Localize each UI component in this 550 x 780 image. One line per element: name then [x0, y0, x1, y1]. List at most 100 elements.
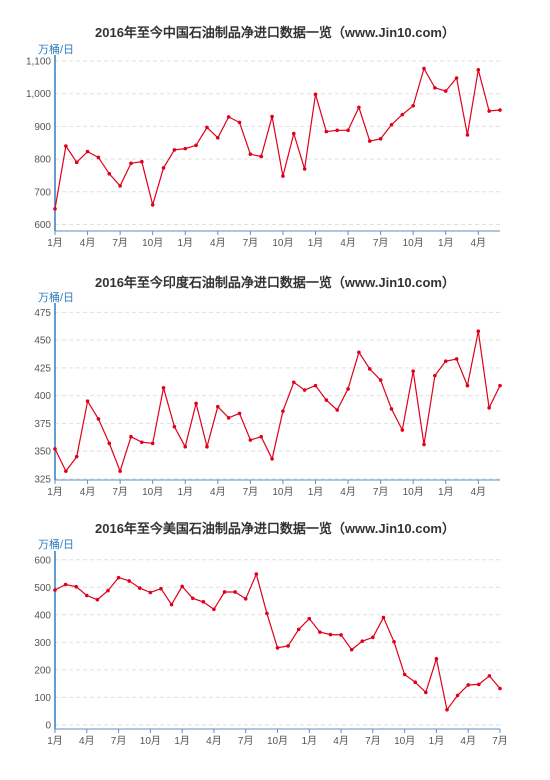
data-point[interactable] — [237, 120, 242, 125]
data-point[interactable] — [291, 131, 296, 136]
data-point[interactable] — [172, 424, 177, 429]
data-point[interactable] — [465, 383, 470, 388]
data-point[interactable] — [487, 109, 491, 113]
data-point[interactable] — [248, 152, 253, 156]
data-point[interactable] — [346, 128, 350, 133]
data-point[interactable] — [411, 369, 415, 373]
data-point[interactable] — [248, 438, 253, 442]
data-point[interactable] — [313, 92, 318, 97]
data-point[interactable] — [127, 579, 131, 583]
data-point[interactable] — [443, 359, 448, 363]
data-point[interactable] — [226, 115, 231, 119]
data-point[interactable] — [259, 154, 264, 159]
data-point[interactable] — [275, 646, 280, 650]
data-point[interactable] — [137, 586, 142, 590]
data-point[interactable] — [161, 166, 166, 170]
data-point[interactable] — [335, 408, 339, 412]
data-point[interactable] — [349, 647, 354, 652]
data-point[interactable] — [180, 584, 184, 589]
data-point[interactable] — [107, 441, 112, 446]
data-point[interactable] — [360, 639, 365, 644]
data-point[interactable] — [270, 114, 274, 119]
data-point[interactable] — [281, 409, 285, 413]
data-point[interactable] — [324, 398, 329, 402]
data-point[interactable] — [107, 171, 112, 176]
data-point[interactable] — [150, 203, 155, 207]
data-point[interactable] — [400, 112, 405, 117]
data-point[interactable] — [422, 442, 426, 447]
data-point[interactable] — [74, 584, 78, 589]
data-point[interactable] — [487, 674, 492, 678]
data-point[interactable] — [433, 373, 437, 378]
data-point[interactable] — [402, 672, 407, 677]
data-point[interactable] — [216, 136, 220, 140]
data-point[interactable] — [84, 593, 89, 598]
data-point[interactable] — [476, 329, 481, 334]
data-point[interactable] — [194, 401, 198, 406]
data-point[interactable] — [498, 383, 502, 388]
data-point[interactable] — [335, 128, 339, 133]
data-point[interactable] — [222, 590, 227, 594]
data-point[interactable] — [85, 399, 90, 403]
data-point[interactable] — [307, 616, 312, 621]
data-point[interactable] — [433, 86, 437, 90]
data-point[interactable] — [371, 635, 375, 640]
data-point[interactable] — [159, 586, 163, 591]
data-point[interactable] — [169, 602, 174, 607]
data-point[interactable] — [291, 380, 296, 385]
data-point[interactable] — [212, 607, 216, 612]
data-point[interactable] — [237, 411, 242, 416]
data-point[interactable] — [53, 588, 57, 592]
data-point[interactable] — [270, 457, 274, 461]
data-point[interactable] — [413, 680, 418, 685]
data-point[interactable] — [64, 144, 68, 148]
data-point[interactable] — [53, 206, 57, 211]
data-point[interactable] — [411, 103, 415, 108]
data-point[interactable] — [96, 417, 101, 421]
data-point[interactable] — [140, 159, 144, 164]
data-point[interactable] — [422, 66, 426, 71]
data-point[interactable] — [392, 639, 396, 644]
data-point[interactable] — [339, 633, 343, 637]
data-point[interactable] — [205, 125, 209, 130]
data-point[interactable] — [201, 600, 206, 604]
data-point[interactable] — [443, 89, 448, 93]
data-point[interactable] — [226, 416, 231, 420]
data-point[interactable] — [63, 582, 68, 587]
data-point[interactable] — [434, 657, 439, 661]
data-point[interactable] — [328, 632, 333, 637]
data-point[interactable] — [367, 139, 372, 143]
data-point[interactable] — [259, 434, 264, 439]
data-point[interactable] — [454, 357, 459, 361]
data-point[interactable] — [476, 68, 481, 72]
data-point[interactable] — [302, 388, 307, 392]
data-point[interactable] — [286, 644, 290, 648]
data-point[interactable] — [106, 588, 110, 593]
data-point[interactable] — [378, 137, 383, 141]
data-point[interactable] — [243, 597, 248, 601]
data-point[interactable] — [477, 682, 481, 687]
data-point[interactable] — [466, 683, 471, 687]
data-point[interactable] — [302, 167, 307, 171]
data-point[interactable] — [357, 350, 361, 355]
data-point[interactable] — [85, 149, 90, 154]
data-point[interactable] — [74, 160, 79, 165]
data-point[interactable] — [357, 105, 361, 110]
data-point[interactable] — [172, 148, 177, 152]
data-point[interactable] — [129, 434, 133, 439]
data-point[interactable] — [400, 428, 405, 432]
data-point[interactable] — [205, 444, 209, 449]
data-point[interactable] — [487, 406, 491, 410]
data-point[interactable] — [233, 590, 237, 594]
data-point[interactable] — [389, 407, 394, 411]
data-point[interactable] — [129, 161, 133, 166]
data-point[interactable] — [424, 690, 428, 695]
data-point[interactable] — [454, 76, 459, 80]
data-point[interactable] — [281, 174, 285, 178]
data-point[interactable] — [148, 590, 153, 595]
data-point[interactable] — [498, 686, 502, 691]
data-point[interactable] — [74, 454, 79, 459]
data-point[interactable] — [140, 440, 144, 445]
data-point[interactable] — [216, 404, 220, 409]
data-point[interactable] — [161, 386, 166, 390]
